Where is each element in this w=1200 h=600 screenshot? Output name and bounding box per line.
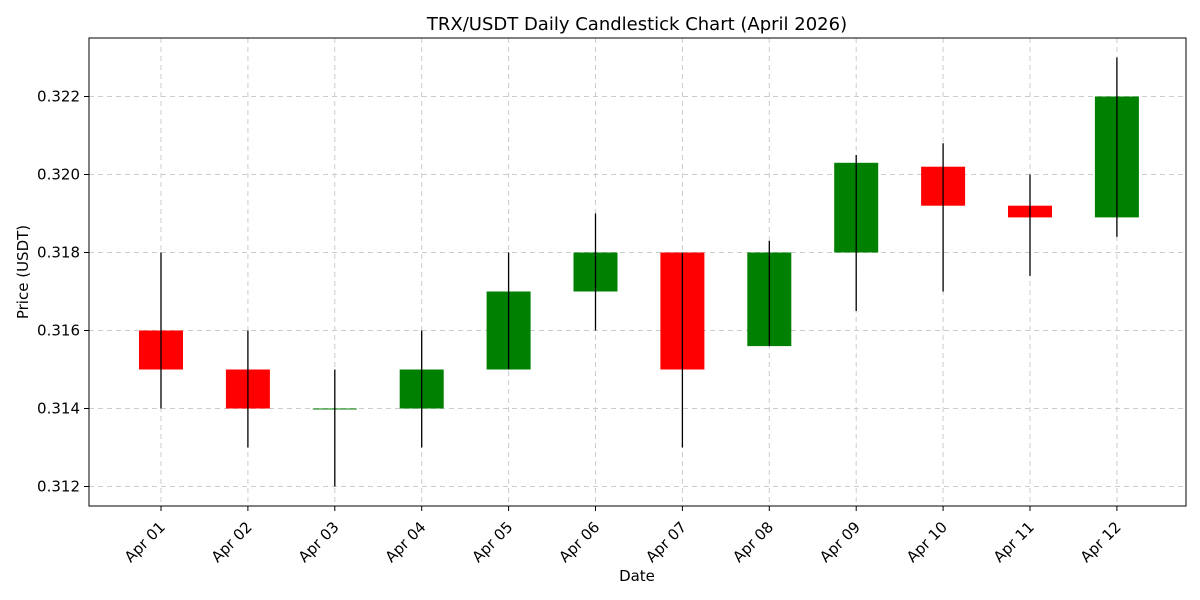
y-tick-label: 0.316 <box>37 322 80 340</box>
chart-title: TRX/USDT Daily Candlestick Chart (April … <box>426 14 847 35</box>
y-tick-label: 0.322 <box>37 88 80 106</box>
candle-layer <box>139 57 1139 487</box>
plot-frame <box>88 37 1187 507</box>
y-tick-label: 0.320 <box>37 166 80 184</box>
y-tick-label: 0.318 <box>37 244 80 262</box>
y-axis-label: Price (USDT) <box>14 225 32 319</box>
y-tick-label: 0.314 <box>37 400 80 418</box>
x-axis-label: Date <box>619 567 655 585</box>
y-tick-label: 0.312 <box>37 478 80 496</box>
